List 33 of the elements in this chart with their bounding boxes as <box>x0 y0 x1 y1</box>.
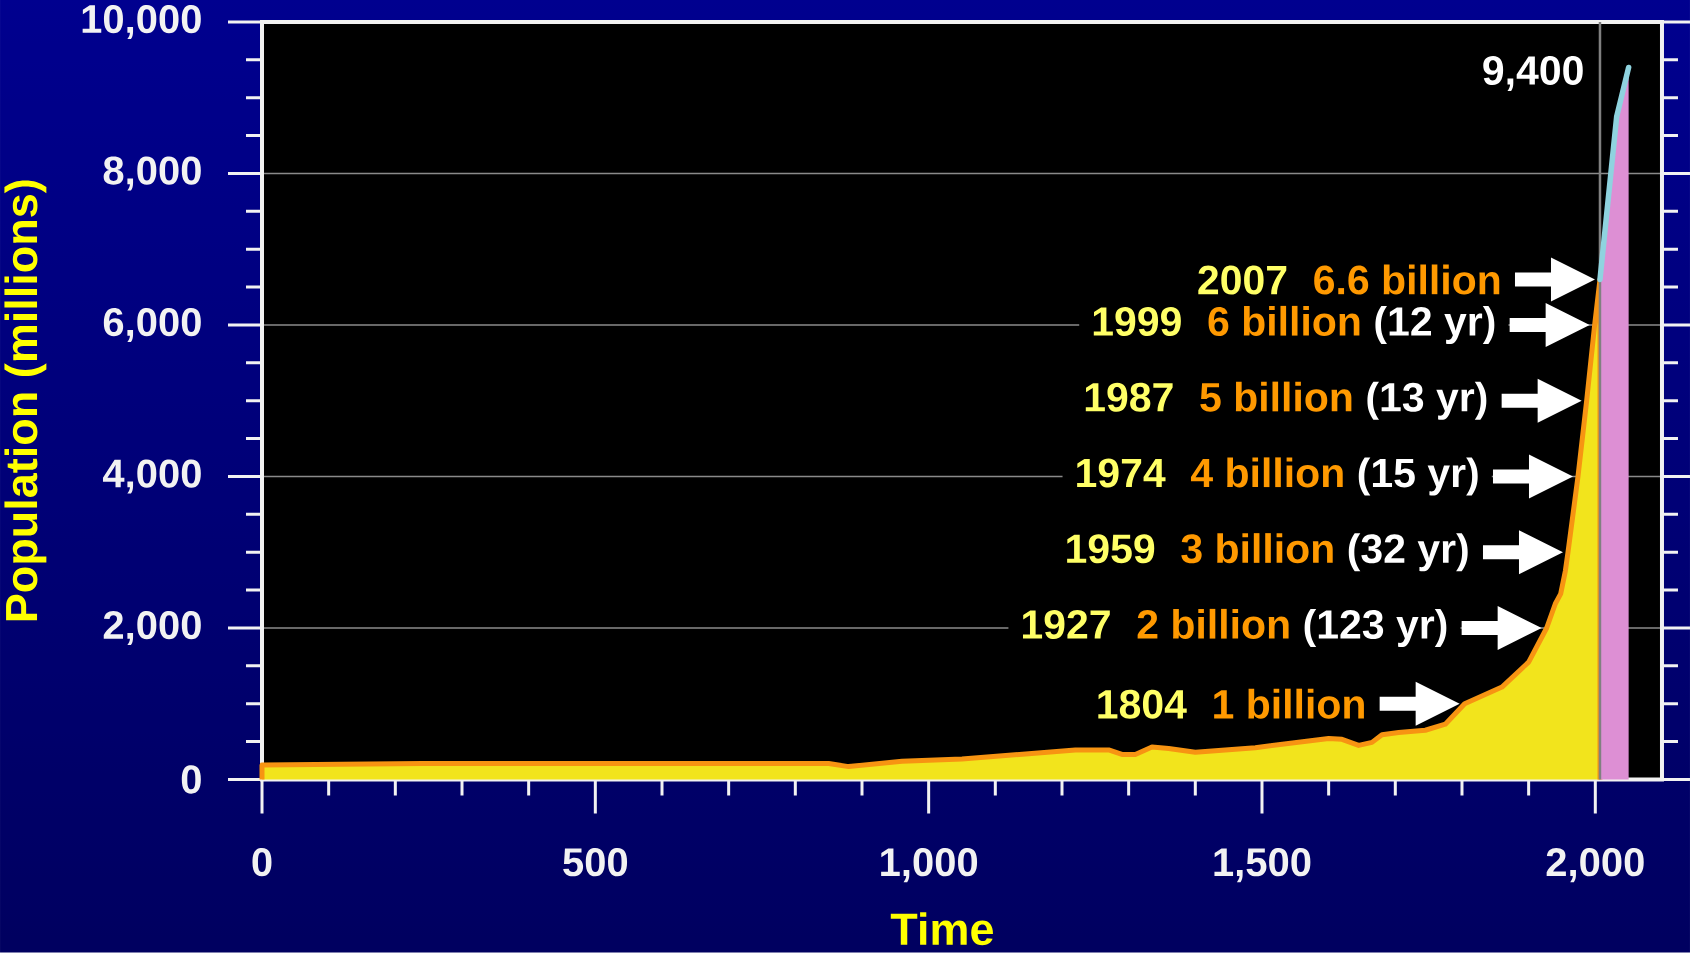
y-axis-title: Population (millions) <box>4 180 47 621</box>
annotation: (12 yr) <box>1375 305 1495 345</box>
x-tick-label: 1,500 <box>1214 848 1311 883</box>
x-tick-label: 1,000 <box>881 848 978 883</box>
annotation: (13 yr) <box>1367 381 1487 420</box>
annotation: (123 yr) <box>1304 608 1447 648</box>
annotation: 6 billion <box>1208 305 1360 336</box>
y-tick-label: 8,000 <box>103 156 201 191</box>
annotation: 1959 <box>1067 534 1155 564</box>
x-tick-label: 2,000 <box>1546 848 1644 883</box>
data-label: 9,400 <box>1483 55 1583 91</box>
y-tick-label: 2,000 <box>103 610 201 646</box>
annotation: 1987 <box>1085 382 1173 412</box>
annotation: 1999 <box>1093 306 1181 336</box>
x-tick-label: 0 <box>252 848 272 877</box>
y-tick-label: 6,000 <box>103 307 201 343</box>
annotation: 2 billion <box>1137 608 1289 639</box>
y-tick-label: 10,000 <box>82 4 201 40</box>
annotation: 1 billion <box>1214 688 1364 719</box>
annotation: 4 billion <box>1190 457 1343 488</box>
x-tick-label: 500 <box>563 848 628 877</box>
annotation: 2007 <box>1198 265 1287 295</box>
x-axis-title: Time <box>890 912 993 946</box>
annotation: (15 yr) <box>1358 457 1478 496</box>
y-tick-label: 4,000 <box>102 459 201 494</box>
annotation: 1927 <box>1023 609 1110 639</box>
annotation: 6.6 billion <box>1314 264 1500 295</box>
annotation: 1974 <box>1077 458 1166 488</box>
annotation: 1804 <box>1098 689 1187 719</box>
y-tick-label: 0 <box>181 765 201 794</box>
annotation: 5 billion <box>1200 381 1352 412</box>
annotation: (32 yr) <box>1348 533 1468 572</box>
annotation: 3 billion <box>1181 533 1333 564</box>
